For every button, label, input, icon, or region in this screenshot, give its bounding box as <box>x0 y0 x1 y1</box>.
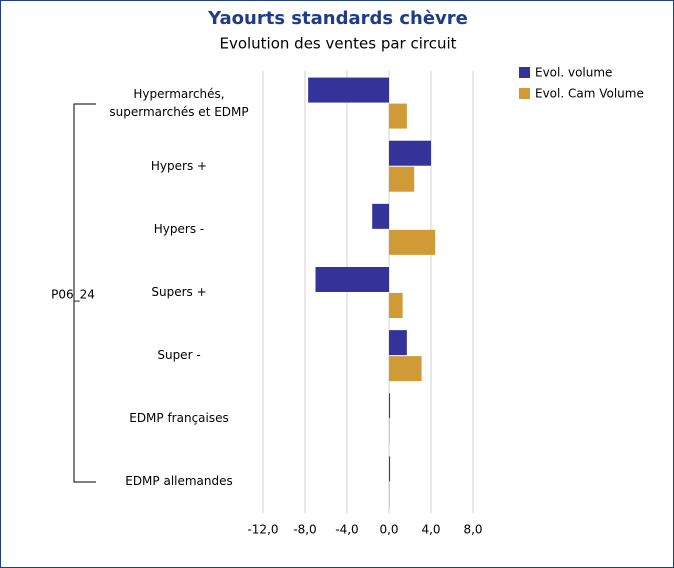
legend-swatch <box>519 67 530 78</box>
x-tick-label: -4,0 <box>335 523 358 537</box>
x-tick-label: 0,0 <box>379 523 398 537</box>
bar <box>389 293 403 318</box>
chart-title: Yaourts standards chèvre <box>207 8 468 29</box>
bar <box>315 267 389 292</box>
bar <box>389 456 391 482</box>
bar <box>372 203 389 229</box>
bar <box>308 77 389 103</box>
bar <box>389 103 407 129</box>
y-tick-label: Hypermarchés, supermarchés et EDMP <box>109 86 249 119</box>
bar <box>389 356 422 382</box>
bar <box>389 166 415 192</box>
y-tick-label: Hypers - <box>153 221 205 236</box>
x-tick-label: 4,0 <box>421 523 440 537</box>
bar <box>389 229 436 255</box>
bar <box>389 482 390 508</box>
x-tick-label: -12,0 <box>247 523 278 537</box>
bar <box>389 419 390 445</box>
y-tick-label: Hypers + <box>150 158 208 173</box>
group-label: P06_24 <box>51 288 95 302</box>
y-tick-label: Super - <box>157 348 201 363</box>
bar <box>389 140 431 166</box>
x-tick-label: -8,0 <box>293 523 316 537</box>
legend-swatch <box>519 88 530 99</box>
legend-label: Evol. volume <box>535 66 612 80</box>
group-bracket <box>73 103 96 483</box>
y-tick-label: EDMP allemandes <box>125 474 233 489</box>
bar <box>389 330 407 356</box>
y-tick-label: EDMP françaises <box>129 411 229 426</box>
legend-label: Evol. Cam Volume <box>535 87 644 101</box>
bar <box>389 393 391 419</box>
y-tick-label: Supers + <box>151 285 207 299</box>
chart-subtitle: Evolution des ventes par circuit <box>219 35 456 53</box>
x-tick-label: 8,0 <box>463 523 482 537</box>
